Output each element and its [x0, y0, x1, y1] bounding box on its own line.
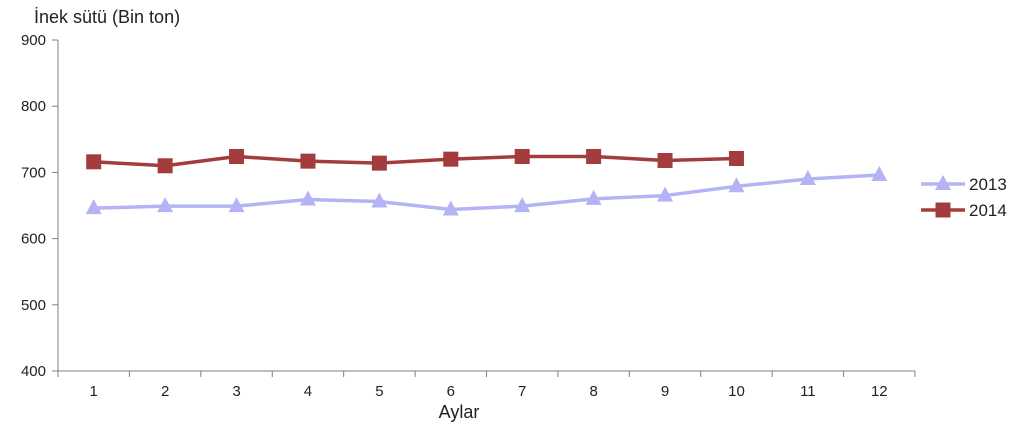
data-point-2014: [586, 149, 602, 165]
series-line-2013: [93, 173, 880, 212]
x-tick-label: 6: [447, 383, 455, 400]
data-point-2014: [300, 153, 316, 169]
data-point-2013: [371, 192, 388, 208]
legend-item-2014: 2014: [921, 201, 1007, 220]
data-point-2013: [228, 197, 245, 213]
x-tick-label: 12: [871, 383, 888, 400]
data-point-2013: [728, 177, 745, 193]
data-point-2014: [514, 149, 530, 165]
data-point-2014: [86, 154, 102, 170]
y-tick-label: 800: [21, 98, 46, 115]
data-point-2014: [728, 150, 744, 166]
data-point-2013: [299, 190, 316, 206]
legend-swatch-marker: [935, 202, 951, 218]
data-point-2013: [799, 170, 816, 186]
x-tick-label: 11: [800, 383, 816, 400]
data-point-2013: [514, 197, 531, 213]
x-tick-label: 4: [304, 383, 312, 400]
series-2013: [85, 166, 888, 216]
data-point-2014: [157, 158, 173, 174]
series-2014: [86, 149, 744, 174]
legend-label: 2014: [969, 201, 1007, 220]
data-point-2013: [442, 200, 459, 216]
data-point-2014: [229, 149, 245, 165]
data-point-2013: [85, 199, 102, 215]
x-tick-label: 10: [728, 383, 745, 400]
data-point-2013: [585, 189, 602, 205]
x-tick-label: 3: [232, 383, 240, 400]
legend-label: 2013: [969, 175, 1007, 194]
y-tick-label: 900: [21, 32, 46, 49]
y-tick-label: 600: [21, 231, 46, 248]
data-point-2013: [871, 166, 888, 182]
x-tick-label: 5: [375, 383, 383, 400]
data-point-2014: [657, 152, 673, 168]
series-line-2014: [93, 154, 737, 168]
y-tick-label: 700: [21, 164, 46, 181]
x-tick-label: 2: [161, 383, 169, 400]
legend-swatch-marker: [935, 175, 951, 190]
legend-item-2013: 2013: [921, 175, 1007, 194]
y-axis-title: İnek sütü (Bin ton): [34, 7, 180, 27]
data-point-2014: [371, 155, 387, 171]
y-tick-label: 400: [21, 363, 46, 380]
x-tick-label: 1: [90, 383, 98, 400]
data-point-2014: [443, 151, 459, 167]
legend: 2013 2014: [921, 175, 1007, 220]
data-point-2013: [157, 197, 174, 213]
data-point-2013: [657, 186, 674, 202]
x-tick-label: 9: [661, 383, 669, 400]
series-layer: [85, 149, 888, 216]
y-tick-label: 500: [21, 297, 46, 314]
x-axis-title: Aylar: [439, 402, 480, 422]
x-tick-label: 8: [589, 383, 597, 400]
x-tick-label: 7: [518, 383, 526, 400]
